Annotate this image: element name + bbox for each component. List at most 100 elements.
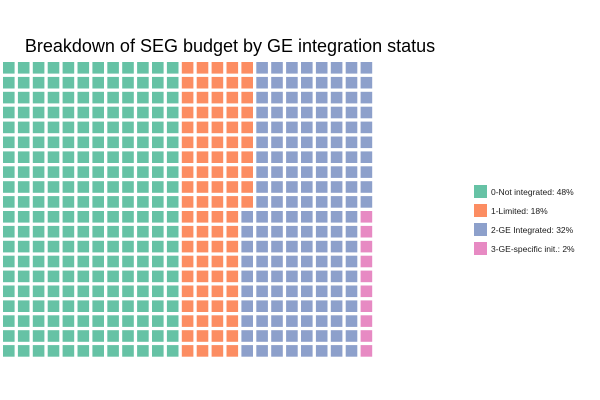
- waffle-square-ge-integrated: [241, 345, 253, 357]
- waffle-square-not-integrated: [47, 106, 60, 119]
- waffle-square-ge-integrated: [241, 225, 253, 238]
- legend-key-ge-specific: [474, 242, 487, 255]
- waffle-square-ge-integrated: [345, 225, 358, 238]
- waffle-square-limited: [211, 225, 224, 238]
- waffle-square-not-integrated: [166, 211, 179, 223]
- waffle-square-not-integrated: [166, 136, 179, 149]
- waffle-square-not-integrated: [3, 91, 15, 104]
- waffle-square-limited: [241, 136, 253, 149]
- waffle-square-ge-integrated: [315, 300, 328, 312]
- waffle-square-not-integrated: [152, 315, 164, 327]
- waffle-square-not-integrated: [152, 121, 164, 134]
- waffle-square-ge-integrated: [286, 151, 298, 163]
- waffle-square-ge-integrated: [286, 106, 298, 119]
- waffle-square-not-integrated: [77, 300, 90, 312]
- waffle-square-limited: [196, 196, 209, 208]
- waffle-square-ge-integrated: [286, 121, 298, 134]
- waffle-square-limited: [211, 330, 224, 342]
- waffle-square-not-integrated: [77, 330, 90, 342]
- waffle-square-not-integrated: [107, 166, 119, 178]
- waffle-square-limited: [211, 285, 224, 298]
- waffle-square-not-integrated: [47, 121, 60, 134]
- waffle-square-not-integrated: [32, 62, 45, 74]
- waffle-square-ge-integrated: [271, 121, 283, 134]
- waffle-square-ge-integrated: [330, 106, 343, 119]
- waffle-square-ge-integrated: [360, 76, 373, 89]
- waffle-square-ge-integrated: [256, 196, 268, 208]
- waffle-square-ge-integrated: [286, 285, 298, 298]
- waffle-square-ge-integrated: [271, 106, 283, 119]
- waffle-square-not-integrated: [77, 211, 90, 223]
- waffle-square-ge-integrated: [256, 166, 268, 178]
- waffle-square-not-integrated: [92, 345, 104, 357]
- waffle-square-not-integrated: [62, 151, 75, 163]
- waffle-square-not-integrated: [122, 285, 134, 298]
- waffle-square-ge-integrated: [315, 285, 328, 298]
- waffle-square-limited: [211, 315, 224, 327]
- waffle-square-limited: [226, 91, 239, 104]
- waffle-square-not-integrated: [3, 166, 15, 178]
- waffle-square-not-integrated: [122, 136, 134, 149]
- waffle-square-not-integrated: [77, 315, 90, 327]
- waffle-square-ge-integrated: [301, 166, 313, 178]
- waffle-square-limited: [211, 166, 224, 178]
- waffle-square-ge-integrated: [330, 270, 343, 283]
- waffle-square-limited: [241, 76, 253, 89]
- waffle-square-limited: [181, 255, 194, 268]
- waffle-square-not-integrated: [62, 225, 75, 238]
- waffle-square-not-integrated: [137, 255, 149, 268]
- waffle-square-not-integrated: [62, 315, 75, 327]
- waffle-square-not-integrated: [92, 121, 104, 134]
- waffle-square-limited: [181, 181, 194, 193]
- waffle-square-ge-integrated: [256, 300, 268, 312]
- waffle-square-not-integrated: [17, 211, 30, 223]
- legend-item-not-integrated: 0-Not integrated: 48%: [474, 182, 575, 201]
- waffle-square-not-integrated: [47, 166, 60, 178]
- waffle-square-limited: [226, 76, 239, 89]
- waffle-square-ge-specific: [360, 211, 373, 223]
- waffle-square-ge-integrated: [315, 76, 328, 89]
- waffle-square-not-integrated: [137, 121, 149, 134]
- waffle-square-ge-integrated: [256, 270, 268, 283]
- waffle-square-ge-integrated: [286, 225, 298, 238]
- waffle-square-ge-integrated: [286, 345, 298, 357]
- waffle-square-limited: [196, 225, 209, 238]
- waffle-square-ge-integrated: [315, 330, 328, 342]
- waffle-square-limited: [181, 240, 194, 253]
- waffle-square-not-integrated: [77, 136, 90, 149]
- waffle-square-ge-integrated: [315, 151, 328, 163]
- waffle-square-not-integrated: [122, 76, 134, 89]
- waffle-square-not-integrated: [3, 315, 15, 327]
- waffle-square-not-integrated: [122, 300, 134, 312]
- waffle-square-ge-integrated: [330, 285, 343, 298]
- waffle-square-limited: [226, 270, 239, 283]
- waffle-square-not-integrated: [47, 211, 60, 223]
- waffle-square-limited: [211, 121, 224, 134]
- waffle-square-not-integrated: [152, 196, 164, 208]
- legend-key-limited: [474, 204, 487, 217]
- waffle-square-limited: [241, 166, 253, 178]
- waffle-square-limited: [226, 181, 239, 193]
- waffle-square-not-integrated: [62, 240, 75, 253]
- waffle-square-not-integrated: [137, 136, 149, 149]
- waffle-square-not-integrated: [17, 166, 30, 178]
- waffle-square-ge-integrated: [286, 240, 298, 253]
- waffle-square-ge-integrated: [256, 240, 268, 253]
- waffle-square-limited: [226, 300, 239, 312]
- waffle-square-ge-integrated: [360, 151, 373, 163]
- waffle-square-ge-integrated: [286, 330, 298, 342]
- waffle-square-ge-integrated: [330, 196, 343, 208]
- waffle-square-limited: [211, 76, 224, 89]
- waffle-square-not-integrated: [166, 240, 179, 253]
- waffle-square-limited: [226, 121, 239, 134]
- waffle-square-ge-integrated: [286, 181, 298, 193]
- waffle-square-limited: [196, 121, 209, 134]
- waffle-square-ge-integrated: [286, 136, 298, 149]
- waffle-square-limited: [226, 225, 239, 238]
- waffle-square-not-integrated: [62, 300, 75, 312]
- waffle-square-not-integrated: [107, 91, 119, 104]
- waffle-square-not-integrated: [17, 76, 30, 89]
- waffle-square-ge-integrated: [330, 91, 343, 104]
- waffle-square-not-integrated: [152, 211, 164, 223]
- waffle-square-ge-integrated: [256, 121, 268, 134]
